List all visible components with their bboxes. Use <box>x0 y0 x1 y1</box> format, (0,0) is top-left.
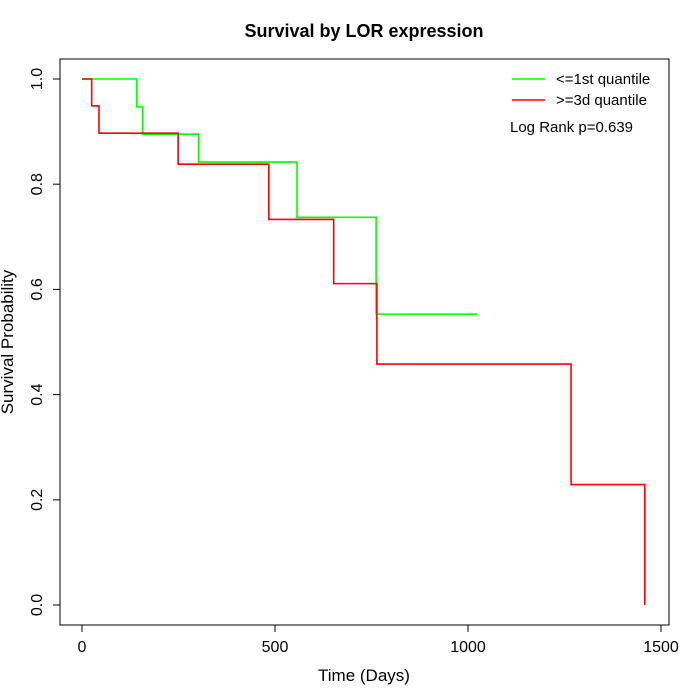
y-tick-label: 0.0 <box>29 594 46 616</box>
y-tick-label: 1.0 <box>29 68 46 90</box>
y-axis: 0.0 0.2 0.4 0.6 0.8 1.0 <box>29 68 61 616</box>
x-tick-label: 500 <box>262 639 289 656</box>
x-tick-label: 1500 <box>643 639 679 656</box>
x-axis-label: Time (Days) <box>318 666 410 685</box>
series-layer <box>82 78 646 605</box>
y-tick-label: 0.4 <box>29 383 46 405</box>
x-tick-label: 1000 <box>450 639 486 656</box>
log-rank-annotation: Log Rank p=0.639 <box>510 119 633 136</box>
legend-entry: >=3d quantile <box>556 92 647 109</box>
chart-title: Survival by LOR expression <box>244 21 483 41</box>
y-tick-label: 0.8 <box>29 173 46 195</box>
series-line-0 <box>82 78 478 315</box>
plot-frame <box>59 58 670 626</box>
x-axis: 0 500 1000 1500 <box>78 624 679 656</box>
y-tick-label: 0.6 <box>29 278 46 300</box>
y-tick-label: 0.2 <box>29 489 46 511</box>
legend: <=1st quantile >=3d quantile <box>512 71 650 109</box>
x-tick-label: 0 <box>78 639 87 656</box>
series-line-1 <box>82 78 646 605</box>
legend-entry: <=1st quantile <box>556 71 650 88</box>
y-axis-label: Survival Probability <box>0 269 17 414</box>
